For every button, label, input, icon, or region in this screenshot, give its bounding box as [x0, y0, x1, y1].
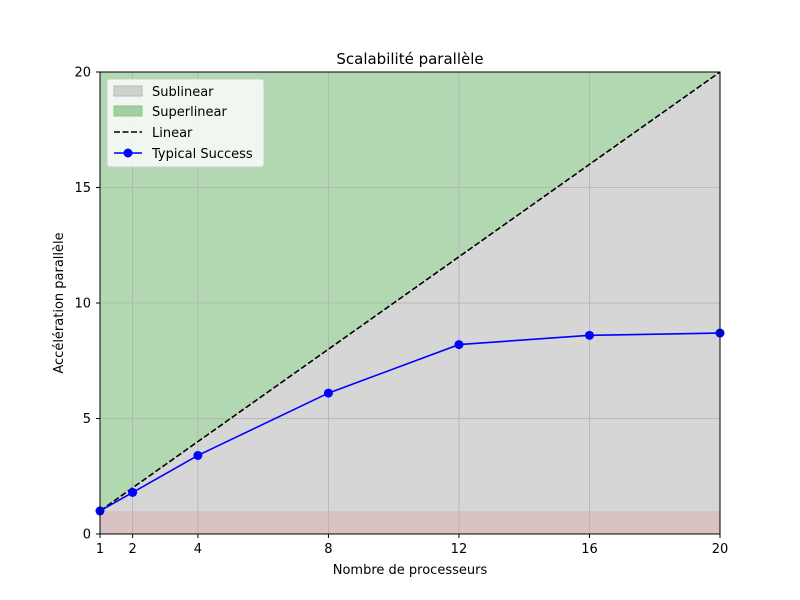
legend-superlinear-swatch	[113, 105, 143, 117]
x-tick-label: 8	[324, 542, 332, 557]
y-tick-label: 20	[74, 66, 91, 81]
typical-success-point	[454, 340, 464, 350]
typical-success-point	[193, 450, 203, 460]
typical-success-point	[323, 388, 333, 398]
typical-success-points	[95, 328, 725, 516]
linear-series-line	[99, 71, 721, 512]
legend-linear-label: Linear	[152, 126, 193, 141]
legend-typical-success-marker	[123, 148, 133, 158]
legend-sublinear-label: Sublinear	[152, 85, 214, 100]
y-tick-label: 5	[83, 412, 91, 427]
x-tick-label: 16	[581, 542, 598, 557]
y-tick-label: 0	[83, 528, 91, 543]
x-axis-label: Nombre de processeurs	[333, 563, 488, 578]
y-axis-label: Accélération parallèle	[52, 232, 67, 373]
below-one-region	[100, 510, 720, 534]
legend-sublinear-swatch	[113, 85, 143, 97]
typical-success-point	[584, 330, 594, 340]
chart-title: Scalabilité parallèle	[336, 50, 483, 68]
x-tick-label: 12	[451, 542, 468, 557]
typical-success-point	[128, 487, 138, 497]
y-axis-ticks: 0 5 10 15 20	[74, 66, 100, 543]
legend: Sublinear Superlinear Linear Typical Suc…	[106, 78, 265, 168]
y-tick-label: 15	[74, 181, 91, 196]
x-tick-label: 1	[96, 542, 104, 557]
x-tick-label: 20	[712, 542, 729, 557]
legend-superlinear-label: Superlinear	[152, 105, 228, 120]
x-axis-ticks: 1 2 4 8 12 16 20	[96, 534, 728, 557]
y-tick-label: 10	[74, 297, 91, 312]
plot-area	[95, 71, 725, 535]
legend-typical-success-label: Typical Success	[151, 147, 253, 162]
x-tick-label: 4	[194, 542, 202, 557]
legend-box	[106, 78, 265, 168]
x-tick-label: 2	[128, 542, 136, 557]
